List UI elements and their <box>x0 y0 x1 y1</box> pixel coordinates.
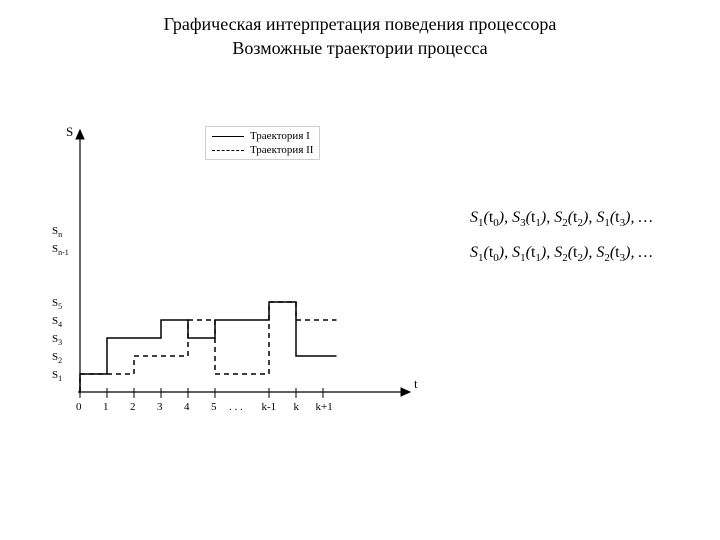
svg-text:S4: S4 <box>52 315 62 329</box>
chart-legend: Траектория I Траектория II <box>205 126 320 160</box>
svg-text:S2: S2 <box>52 351 62 365</box>
title-line-1: Графическая интерпретация поведения проц… <box>164 14 557 34</box>
svg-text:2: 2 <box>130 401 136 413</box>
trajectory-chart: St S1 S2 S3 S4 S5 Sn-1 Sn 0 1 2 3 4 5 . . . k-1 k k+1 <box>40 120 440 420</box>
title-line-2: Возможные траектории процесса <box>232 38 487 58</box>
svg-text:S5: S5 <box>52 297 62 311</box>
svg-text:. . .: . . . <box>229 401 243 413</box>
svg-text:0: 0 <box>76 401 82 413</box>
svg-text:S: S <box>66 124 73 139</box>
chart-svg: St S1 S2 S3 S4 S5 Sn-1 Sn 0 1 2 3 4 5 . . . k-1 k k+1 <box>40 120 440 420</box>
svg-text:4: 4 <box>184 401 190 413</box>
legend-item-2: Траектория II <box>212 143 313 157</box>
legend-label-2: Траектория II <box>250 143 313 157</box>
formula-line-1: S1(t0), S3(t1), S2(t2), S1(t3), … <box>470 200 653 235</box>
formula-block: S1(t0), S3(t1), S2(t2), S1(t3), … S1(t0)… <box>470 200 653 271</box>
svg-text:S3: S3 <box>52 333 62 347</box>
svg-text:t: t <box>414 376 418 391</box>
legend-swatch-dashed <box>212 150 244 151</box>
svg-text:3: 3 <box>157 401 163 413</box>
legend-swatch-solid <box>212 136 244 137</box>
svg-text:k: k <box>294 401 300 413</box>
svg-text:Sn-1: Sn-1 <box>52 243 69 257</box>
svg-text:k-1: k-1 <box>262 401 277 413</box>
formula-line-2: S1(t0), S1(t1), S2(t2), S2(t3), … <box>470 235 653 270</box>
legend-item-1: Траектория I <box>212 129 313 143</box>
svg-text:5: 5 <box>211 401 217 413</box>
svg-text:S1: S1 <box>52 369 62 383</box>
slide-title: Графическая интерпретация поведения проц… <box>0 12 720 61</box>
svg-text:k+1: k+1 <box>316 401 333 413</box>
svg-text:1: 1 <box>103 401 109 413</box>
legend-label-1: Траектория I <box>250 129 310 143</box>
svg-text:Sn: Sn <box>52 225 62 239</box>
